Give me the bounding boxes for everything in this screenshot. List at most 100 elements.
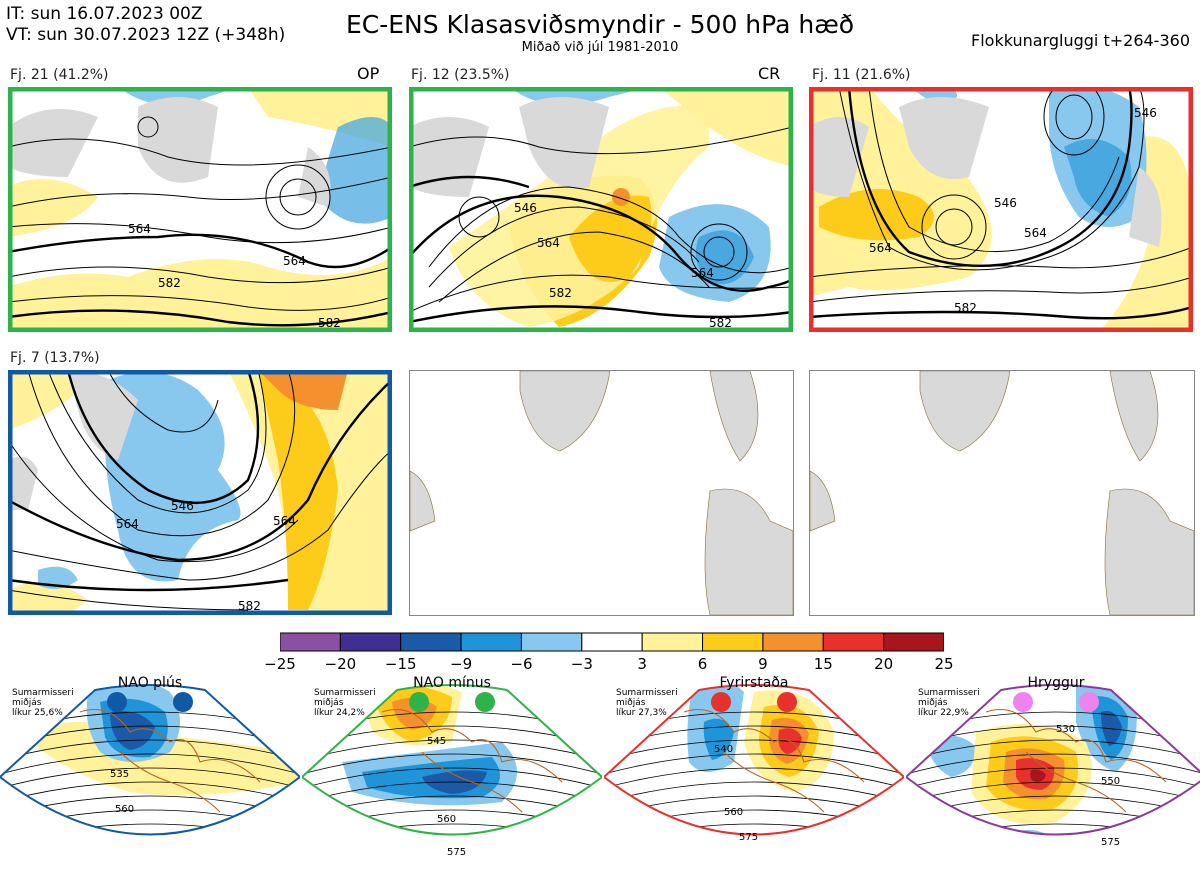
contour-label: 564 xyxy=(869,241,892,255)
panel-4-label: Fj. 7 (13.7%) xyxy=(10,350,100,366)
regime-marker-dot xyxy=(1079,692,1099,712)
regime-info-line: miðjás xyxy=(12,698,42,708)
colorbar-tick-label: −15 xyxy=(384,655,417,673)
colorbar-swatch xyxy=(339,632,402,652)
page-subtitle: Miðað við júl 1981-2010 xyxy=(521,40,679,55)
colorbar-swatch xyxy=(822,632,885,652)
contour-label: 546 xyxy=(1134,106,1157,120)
height-contour xyxy=(906,823,1200,835)
height-contour xyxy=(302,767,602,789)
contour-label: 582 xyxy=(954,301,977,315)
height-contour xyxy=(604,767,904,789)
init-time: IT: sun 16.07.2023 00Z xyxy=(6,4,203,24)
regime-4: 530 550 575 Hryggur Sumarmisseri miðjás líkur … xyxy=(906,672,1200,871)
colorbar-swatch xyxy=(581,632,643,652)
europe-land xyxy=(1104,488,1194,615)
cluster-map-3: 564 546 564 582 546 xyxy=(809,87,1193,332)
colorbar-tick-label: 3 xyxy=(637,655,647,673)
greenland-land xyxy=(919,371,1011,452)
regime-marker-dot xyxy=(409,692,429,712)
colorbar xyxy=(279,632,945,656)
cluster-map-4: 546 564 564 582 xyxy=(8,370,392,615)
height-contour xyxy=(302,753,602,775)
contour-label: 564 xyxy=(1024,226,1047,240)
regime-marker-dot xyxy=(777,692,797,712)
contour-label: 564 xyxy=(116,517,139,531)
regime-title: Hryggur xyxy=(1027,675,1085,691)
regime-contour-label: 550 xyxy=(1101,776,1120,787)
contour-label: 582 xyxy=(318,316,341,330)
colorbar-tick-label: 6 xyxy=(697,655,708,673)
regime-info-line: miðjás xyxy=(314,698,344,708)
panel-1-tag: OP xyxy=(357,64,380,83)
regime-title: NAO mínus xyxy=(413,675,491,691)
height-contour xyxy=(0,767,300,789)
regime-info-line: miðjás xyxy=(616,698,646,708)
contour-label: 564 xyxy=(128,222,151,236)
colorbar-tick-label: 25 xyxy=(934,655,954,673)
regime-title: Fyrirstaða xyxy=(719,675,789,691)
regime-3: 540 560 575 Fyrirstaða Sumarmisseri miðjás lík… xyxy=(604,672,904,871)
regime-outline xyxy=(302,684,602,836)
regime-outline xyxy=(906,684,1200,836)
panel-border xyxy=(809,87,1193,332)
regime-info-line: Sumarmisseri xyxy=(12,688,74,698)
empty-map-6 xyxy=(809,370,1195,616)
cluster-map-2: 546 564 582 564 582 xyxy=(409,87,793,332)
canada-land xyxy=(410,470,436,532)
regime-info-line: líkur 24,2% xyxy=(314,708,365,718)
height-contour xyxy=(906,838,1200,858)
cluster-map-1: 564 582 564 582 xyxy=(8,87,392,332)
scandinavia-land xyxy=(1109,371,1159,462)
anomaly-area xyxy=(1030,769,1046,782)
regime-info-line: Sumarmisseri xyxy=(314,688,376,698)
regime-info-line: líkur 25,6% xyxy=(12,708,63,718)
header-info: IT: sun 16.07.2023 00Z VT: sun 30.07.202… xyxy=(6,4,285,46)
contour-label: 564 xyxy=(537,236,560,250)
colorbar-swatch xyxy=(520,632,583,652)
regime-contour-label: 575 xyxy=(447,847,466,858)
anomaly-area xyxy=(703,718,734,760)
height-contour xyxy=(302,823,602,835)
regime-contour-label: 540 xyxy=(714,744,733,755)
panel-2-tag: CR xyxy=(758,64,781,83)
contour-label: 564 xyxy=(273,514,296,528)
height-contour xyxy=(0,781,300,803)
regime-info-line: Sumarmisseri xyxy=(918,688,980,698)
regime-marker-dot xyxy=(711,692,731,712)
contour-label: 546 xyxy=(514,201,537,215)
regime-marker-dot xyxy=(1013,692,1033,712)
regime-marker-dot xyxy=(173,692,193,712)
contour-label: 564 xyxy=(691,266,714,280)
regime-outline xyxy=(0,684,300,836)
colorbar-swatch xyxy=(400,632,462,652)
regime-marker-dot xyxy=(475,692,495,712)
regime-info-line: líkur 27,3% xyxy=(616,708,667,718)
height-contour xyxy=(302,781,602,803)
regime-info-line: miðjás xyxy=(918,698,948,708)
height-contour xyxy=(0,823,300,835)
contour-label: 582 xyxy=(238,599,261,613)
height-contour xyxy=(604,823,904,835)
window-label: Flokkunargluggi t+264-360 xyxy=(971,31,1190,50)
panel-3-label: Fj. 11 (21.6%) xyxy=(812,67,911,83)
panel-border xyxy=(8,87,392,332)
colorbar-swatch xyxy=(460,632,522,652)
colorbar-tick-label: −3 xyxy=(570,655,593,673)
regime-contour-label: 575 xyxy=(739,832,758,843)
regime-info: Sumarmisseri miðjás líkur 27,3% xyxy=(616,688,678,718)
greenland-land xyxy=(519,371,611,452)
contour-label: 546 xyxy=(994,196,1017,210)
height-contour xyxy=(604,781,904,803)
panel-2-label: Fj. 12 (23.5%) xyxy=(411,67,510,83)
scandinavia-land xyxy=(709,371,759,462)
colorbar-tick-label: −20 xyxy=(324,655,357,673)
coastline xyxy=(381,708,563,813)
panel-border xyxy=(409,87,793,332)
colorbar-tick-label: 9 xyxy=(758,655,768,673)
regime-info-line: líkur 22,9% xyxy=(918,708,969,718)
panel-1-label: Fj. 21 (41.2%) xyxy=(10,67,109,83)
colorbar-swatch xyxy=(641,632,704,652)
europe-land xyxy=(704,488,793,615)
regime-contour-label: 560 xyxy=(115,804,134,815)
